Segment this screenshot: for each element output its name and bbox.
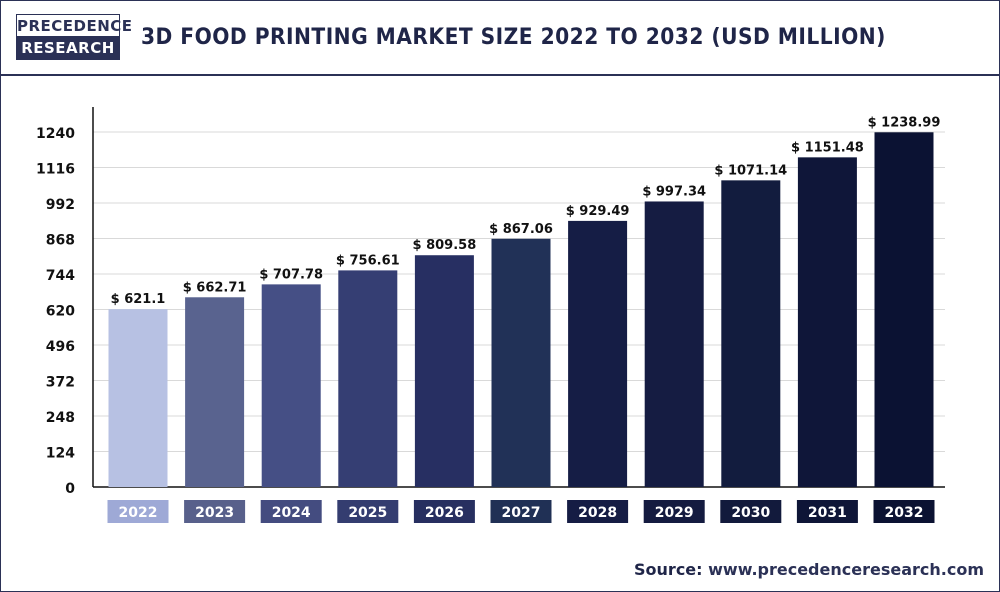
source-label: Source: [634, 560, 703, 579]
x-tick-box [184, 500, 246, 523]
data-label: $ 707.78 [259, 267, 323, 282]
bar-2025 [338, 270, 398, 487]
logo-line-2: RESEARCH [16, 37, 120, 60]
bar-2030 [721, 180, 781, 487]
x-tick-labels: 2022 2023 2024 2025 2026 2027 2028 2029 2030 2031… [107, 500, 935, 523]
bar-2027 [491, 238, 551, 487]
data-label: $ 1238.99 [868, 115, 941, 130]
brand-logo: PRECEDENCE RESEARCH [16, 14, 132, 60]
x-tick-box [260, 500, 322, 523]
bar-2032 [874, 132, 934, 487]
bar-2031 [797, 157, 857, 488]
y-tick-label: 868 [46, 233, 75, 249]
x-tick-label: 2023 [195, 505, 234, 521]
x-tick-label: 2028 [578, 505, 617, 521]
chart-title: 3D FOOD PRINTING MARKET SIZE 2022 TO 203… [141, 25, 886, 50]
bar-2022 [108, 309, 168, 487]
data-labels: $ 621.1 $ 662.71 $ 707.78 $ 756.61 $ 809.58 $… [111, 115, 941, 307]
x-tick-box [796, 500, 858, 523]
logo-line-1: PRECEDENCE [16, 14, 132, 37]
x-tick-label: 2032 [885, 505, 924, 521]
bar-2023 [185, 297, 245, 487]
y-tick-label: 0 [65, 481, 75, 497]
data-label: $ 929.49 [566, 204, 630, 219]
data-label: $ 1071.14 [714, 163, 787, 178]
x-tick-box [643, 500, 705, 523]
y-tick-label: 1240 [36, 126, 75, 142]
y-tick-labels: 0 124 248 372 496 620 744 868 992 1116 1240 [36, 126, 75, 497]
source-url[interactable]: www.precedenceresearch.com [708, 560, 984, 579]
x-tick-box [490, 500, 552, 523]
y-tick-label: 124 [46, 446, 75, 462]
x-tick-label: 2025 [348, 505, 387, 521]
bar-2029 [644, 201, 704, 488]
data-label: $ 621.1 [111, 292, 166, 307]
data-label: $ 867.06 [489, 222, 553, 237]
x-tick-label: 2022 [119, 505, 158, 521]
source-note: Source: www.precedenceresearch.com [634, 560, 984, 579]
y-tick-label: 372 [46, 375, 75, 391]
bars [108, 132, 934, 488]
header: PRECEDENCE RESEARCH 3D FOOD PRINTING MAR… [1, 1, 999, 76]
x-tick-box [567, 500, 629, 523]
x-tick-box [413, 500, 475, 523]
x-tick-label: 2030 [731, 505, 770, 521]
bar-2026 [414, 255, 474, 487]
x-tick-box [720, 500, 782, 523]
x-tick-label: 2027 [502, 505, 541, 521]
y-tick-label: 992 [46, 197, 75, 213]
x-tick-box [107, 500, 169, 523]
data-label: $ 756.61 [336, 253, 400, 268]
x-tick-label: 2024 [272, 505, 311, 521]
y-tick-label: 496 [46, 339, 75, 355]
bar-2024 [261, 284, 321, 487]
bar-2028 [568, 220, 628, 488]
data-label: $ 997.34 [642, 184, 706, 199]
x-tick-label: 2026 [425, 505, 464, 521]
data-label: $ 809.58 [413, 238, 477, 253]
data-label: $ 662.71 [183, 280, 247, 295]
x-tick-box [337, 500, 399, 523]
y-tick-label: 744 [46, 268, 75, 284]
y-tick-label: 248 [46, 410, 75, 426]
y-tick-label: 1116 [36, 162, 75, 178]
data-label: $ 1151.48 [791, 140, 864, 155]
x-tick-label: 2029 [655, 505, 694, 521]
y-tick-label: 620 [46, 304, 75, 320]
x-tick-label: 2031 [808, 505, 847, 521]
x-tick-box [873, 500, 935, 523]
